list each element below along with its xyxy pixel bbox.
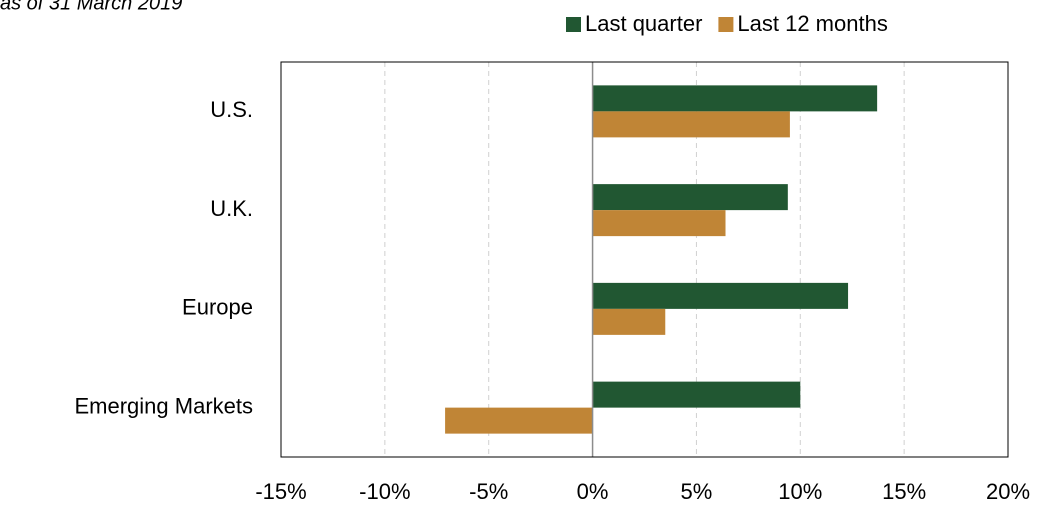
chart-subtitle: as of 31 March 2019 (0, 0, 182, 14)
x-tick-label: 5% (681, 479, 713, 504)
legend-label: Last 12 months (737, 11, 887, 36)
x-tick-label: 0% (577, 479, 609, 504)
legend-swatch (718, 17, 734, 32)
x-tick-label: 15% (882, 479, 926, 504)
bar (592, 184, 788, 211)
x-tick-label: 10% (778, 479, 822, 504)
x-tick-label: -10% (359, 479, 410, 504)
bar (445, 407, 593, 434)
x-tick-label: -5% (469, 479, 508, 504)
legend-label: Last quarter (585, 11, 702, 36)
y-tick-label: U.S. (210, 97, 253, 122)
plot-border (280, 61, 1009, 458)
x-tick-label: -15% (255, 479, 306, 504)
bar (592, 111, 790, 138)
bar (592, 308, 666, 335)
x-tick-label: 20% (986, 479, 1030, 504)
bar (592, 210, 726, 237)
bar (592, 85, 878, 112)
y-tick-label: Europe (182, 295, 253, 320)
bar (592, 282, 849, 309)
y-tick-label: U.K. (210, 196, 253, 221)
y-tick-label: Emerging Markets (74, 393, 253, 418)
legend-swatch (566, 17, 581, 32)
bar (592, 381, 801, 408)
